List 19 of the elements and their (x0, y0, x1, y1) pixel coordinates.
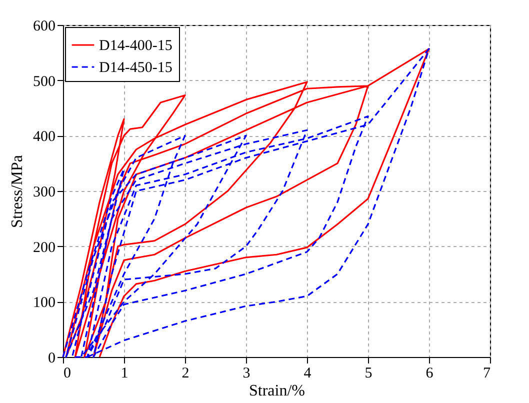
y-tick-label: 400 (33, 129, 56, 146)
x-tick-label: 5 (364, 366, 372, 382)
y-axis-title: Stress/MPa (9, 155, 26, 228)
y-tick-label: 0 (48, 350, 56, 366)
x-tick-label: 4 (304, 366, 312, 382)
x-axis-title: Strain/% (249, 382, 305, 400)
x-tick-label: 6 (426, 366, 434, 382)
x-tick-label: 7 (483, 366, 491, 382)
x-tick-label: 1 (120, 366, 128, 382)
legend-label: D14-400-15 (99, 38, 172, 54)
legend-label: D14-450-15 (99, 60, 172, 76)
y-tick-label: 600 (33, 18, 56, 34)
x-tick-label: 3 (242, 366, 250, 382)
y-tick-label: 100 (33, 295, 56, 312)
y-tick-label: 500 (33, 74, 56, 90)
y-tick-label: 300 (33, 184, 56, 200)
y-tick-label: 200 (33, 240, 56, 256)
x-tick-label: 0 (64, 366, 71, 382)
x-tick-label: 2 (182, 366, 190, 382)
